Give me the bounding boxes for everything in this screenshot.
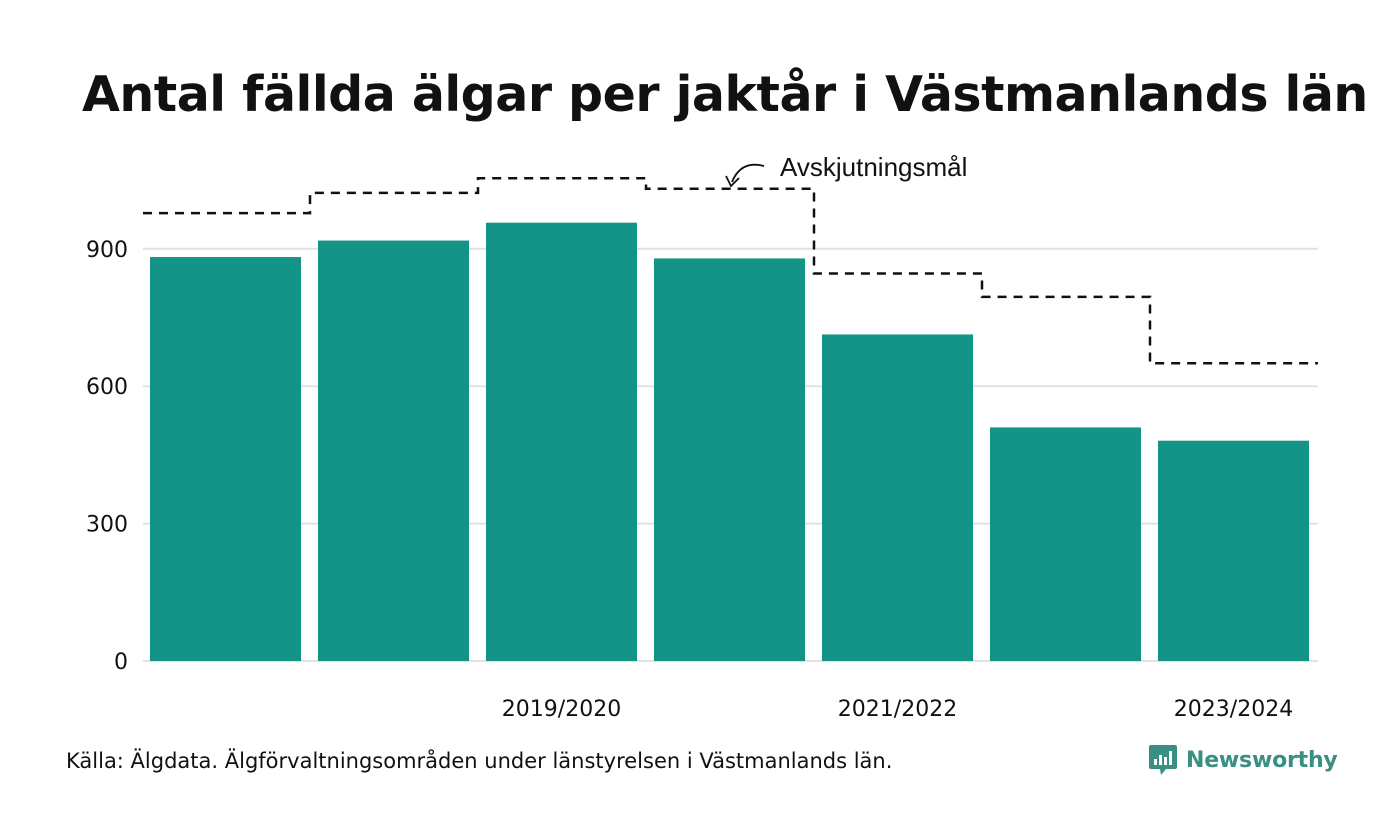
annotation-arrow <box>731 163 765 183</box>
bar <box>1158 440 1309 661</box>
annotation-arrowhead <box>725 175 740 188</box>
y-tick-label: 600 <box>86 375 128 400</box>
x-tick-label: 2019/2020 <box>502 697 621 722</box>
source-note: Källa: Älgdata. Älgförvaltningsområden u… <box>66 749 893 773</box>
bar <box>654 258 805 661</box>
y-tick-label: 900 <box>86 238 128 263</box>
newsworthy-logo-icon <box>1149 745 1177 775</box>
bar <box>990 427 1141 661</box>
x-tick-label: 2021/2022 <box>838 697 957 722</box>
target-step-line <box>143 177 1318 365</box>
bar <box>822 334 973 661</box>
annotation-label: Avskjutningsmål <box>780 152 967 182</box>
y-tick-label: 300 <box>86 513 128 538</box>
bar <box>318 240 469 661</box>
brand-name: Newsworthy <box>1186 747 1338 773</box>
chart-title: Antal fällda älgar per jaktår i Västmanl… <box>82 66 1368 123</box>
brand-logo: Newsworthy <box>1148 743 1338 777</box>
bar <box>486 222 637 661</box>
y-tick-label: 0 <box>114 650 128 675</box>
bar <box>150 257 301 661</box>
x-tick-label: 2023/2024 <box>1174 697 1293 722</box>
